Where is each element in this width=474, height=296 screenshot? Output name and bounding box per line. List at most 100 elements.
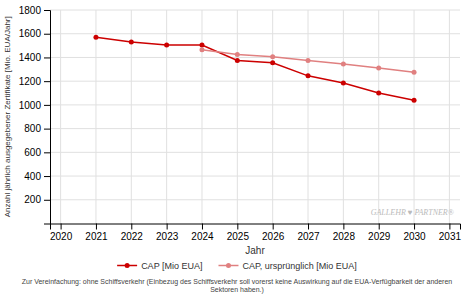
- legend-marker: [226, 263, 231, 268]
- point: [129, 40, 134, 45]
- point: [199, 47, 204, 52]
- tick: 1800: [19, 5, 50, 16]
- legend: CAP [Mio EUA] CAP, ursprünglich [Mio EUA]: [117, 261, 357, 271]
- tick-mark: [44, 10, 50, 11]
- point: [164, 42, 169, 47]
- tick: 600: [24, 147, 50, 158]
- series-line: [202, 50, 414, 73]
- grid-line: [237, 10, 238, 224]
- tick-label: 2025: [227, 231, 250, 242]
- plot-area: 2020202120222023202420252026202720282029…: [19, 5, 462, 242]
- axis-line: [51, 224, 461, 230]
- tick: 1000: [19, 100, 50, 111]
- text-line: Zur Vereinfachung: ohne Schiffsverkehr (…: [22, 278, 453, 286]
- tick-mark: [96, 224, 97, 230]
- tick-mark: [343, 224, 344, 230]
- grid-line: [272, 10, 273, 224]
- axis-line: [44, 11, 51, 225]
- x-axis: 2020202120222023202420252026202720282029…: [50, 224, 461, 242]
- watermark: GALLEHR ♥ PARTNER®: [371, 208, 454, 217]
- tick-mark: [131, 224, 132, 230]
- x-axis-title: Jahr: [245, 245, 265, 256]
- grid-line: [50, 57, 460, 58]
- point: [306, 58, 311, 63]
- grid-line: [308, 10, 309, 224]
- grid-line: [60, 10, 61, 224]
- point: [376, 91, 381, 96]
- grid-line: [50, 10, 460, 11]
- grid: [50, 10, 460, 224]
- tick-mark: [61, 224, 62, 230]
- point: [270, 60, 275, 65]
- tick-label: 2031: [439, 231, 462, 242]
- grid-line: [414, 10, 415, 224]
- tick-label: 1200: [19, 76, 42, 87]
- tick-label: 600: [24, 147, 41, 158]
- legend-item: CAP, ursprünglich [Mio EUA]: [218, 261, 356, 271]
- grid-line: [50, 176, 460, 177]
- text-line: Anzahl jährlich ausgegebener Zertifikate…: [3, 16, 12, 217]
- tick-label: 1000: [19, 100, 42, 111]
- tick-mark: [414, 224, 415, 230]
- point: [199, 42, 204, 47]
- legend-label: CAP, ursprünglich [Mio EUA]: [242, 261, 356, 271]
- tick-label: 2029: [368, 231, 391, 242]
- tick-label: 1400: [19, 52, 42, 63]
- tick-mark: [44, 129, 50, 130]
- tick: 200: [24, 194, 50, 205]
- tick-mark: [44, 176, 50, 177]
- tick-label: 2026: [262, 231, 285, 242]
- tick: 800: [24, 123, 50, 134]
- tick-mark: [449, 224, 450, 230]
- tick: 2025: [227, 224, 250, 242]
- tick-label: 800: [24, 123, 41, 134]
- tick: 2026: [262, 224, 285, 242]
- footnote: Zur Vereinfachung: ohne Schiffsverkehr (…: [22, 278, 453, 295]
- chart: Zur Vereinfachung: ohne Schiffsverkehr (…: [0, 0, 474, 296]
- tick-label: 2030: [403, 231, 426, 242]
- tick-mark: [44, 57, 50, 58]
- tick-mark: [44, 81, 50, 82]
- y-axis: 20040060080010001200140016001800: [19, 5, 51, 224]
- tick-label: 2027: [297, 231, 320, 242]
- tick-mark: [273, 224, 274, 230]
- tick-mark: [44, 105, 50, 106]
- tick: 2022: [121, 224, 144, 242]
- tick: 2021: [85, 224, 108, 242]
- point: [412, 98, 417, 103]
- grid-line: [50, 104, 460, 105]
- tick: 2028: [333, 224, 356, 242]
- tick: 1600: [19, 28, 50, 39]
- tick: 2024: [191, 224, 214, 242]
- data-marks: [93, 35, 416, 103]
- point: [376, 66, 381, 71]
- point: [306, 73, 311, 78]
- tick-mark: [308, 224, 309, 230]
- grid-line: [378, 10, 379, 224]
- tick-label: 2021: [85, 231, 108, 242]
- legend-label: CAP [Mio EUA]: [141, 261, 202, 271]
- tick-label: 2024: [191, 231, 214, 242]
- grid-line: [50, 199, 460, 200]
- point: [341, 61, 346, 66]
- y-axis-title: Anzahl jährlich ausgegebener Zertifikate…: [3, 16, 12, 217]
- grid-line: [449, 10, 450, 224]
- grid-line: [50, 81, 460, 82]
- tick-label: 1600: [19, 28, 42, 39]
- point: [235, 52, 240, 57]
- grid-line: [201, 10, 202, 224]
- grid-line: [50, 128, 460, 129]
- tick-label: 2028: [333, 231, 356, 242]
- tick: 1200: [19, 76, 50, 87]
- point: [93, 35, 98, 40]
- point: [235, 58, 240, 63]
- tick-mark: [44, 152, 50, 153]
- tick: 2027: [297, 224, 320, 242]
- legend-item: CAP [Mio EUA]: [117, 261, 202, 271]
- grid-line: [50, 152, 460, 153]
- grid-line: [95, 10, 96, 224]
- grid-line: [343, 10, 344, 224]
- tick-mark: [237, 224, 238, 230]
- series-line: [96, 37, 414, 100]
- grid-line: [166, 10, 167, 224]
